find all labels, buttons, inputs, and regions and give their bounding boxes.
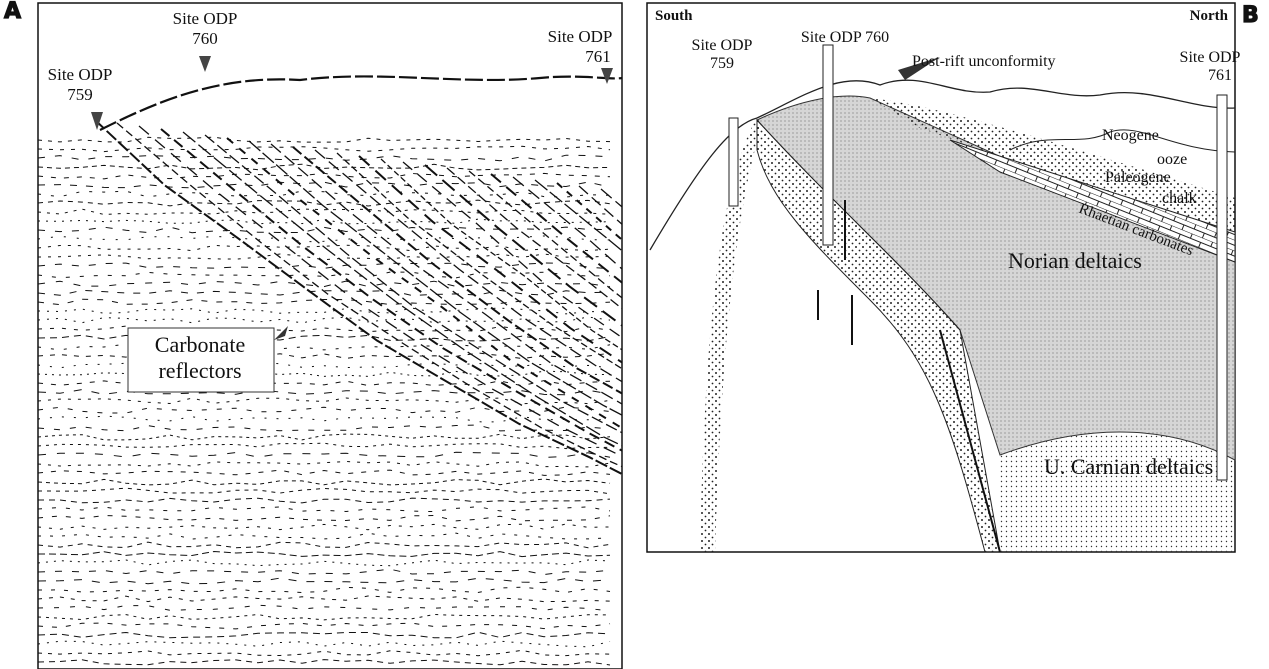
annotation-line: Carbonate [155, 332, 245, 357]
chalk-label: chalk [1162, 190, 1197, 207]
site-line: Site ODP [548, 27, 613, 46]
south-label: South [655, 8, 693, 24]
figure: A Site ODP759 Site ODP760 Site ODP761 Ca… [0, 0, 1269, 669]
well-760 [823, 45, 833, 245]
carnian-unit [1000, 432, 1235, 552]
site-line: Site ODP [1180, 49, 1241, 66]
site-line: 761 [1208, 67, 1232, 84]
well-759 [729, 118, 738, 206]
north-label: North [1190, 8, 1229, 24]
neogene-label: Neogene [1102, 127, 1159, 144]
site-line: Site ODP [173, 9, 238, 28]
paleogene-label: Paleogene [1105, 169, 1171, 186]
carnian-label: U. Carnian deltaics [1044, 454, 1213, 479]
site-line: Site ODP 760 [801, 29, 889, 46]
site-line: Site ODP [692, 37, 753, 54]
annotation-line: reflectors [158, 358, 241, 383]
unconformity-label: Post-rift unconformity [912, 53, 1056, 70]
panel-label: B [1242, 3, 1259, 28]
site-line: 759 [67, 85, 93, 104]
ooze-label: ooze [1157, 151, 1187, 168]
well-761 [1217, 95, 1227, 480]
site-line: 759 [710, 55, 734, 72]
site-label: Site ODP 760 [801, 29, 889, 46]
panel-label: A [4, 0, 21, 24]
site-line: 761 [585, 47, 611, 66]
site-line: Site ODP [48, 65, 113, 84]
norian-label: Norian deltaics [1008, 248, 1142, 273]
site-line: 760 [192, 29, 218, 48]
